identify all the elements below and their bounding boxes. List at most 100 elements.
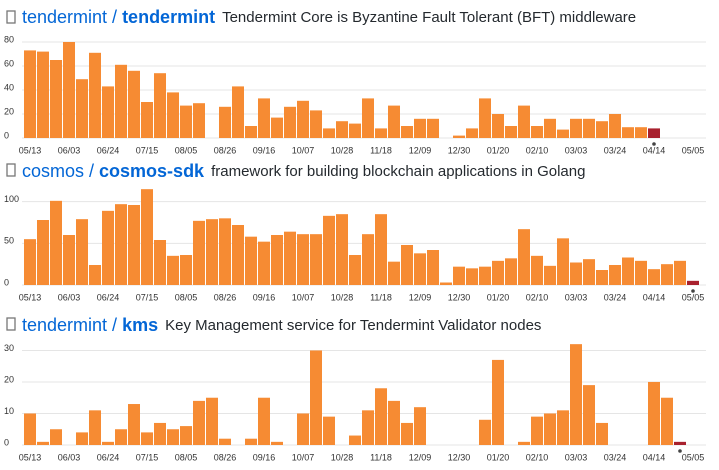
bar [271,235,283,285]
bar [583,118,595,138]
bar [648,381,660,445]
bar [284,106,296,138]
x-tick-label: 12/09 [409,292,432,302]
bar [219,218,231,285]
bar [544,265,556,285]
bar [349,255,361,285]
x-tick-label: 03/03 [565,145,588,155]
chart-header: cosmos / cosmos-sdk framework for building … [22,161,585,181]
bar [661,264,673,285]
x-tick-label: 04/14 [643,452,666,462]
bar [427,250,439,285]
chart: tendermint / kms Key Management service for… [4,315,706,462]
bar [76,219,88,285]
bar [76,432,88,445]
x-tick-label: 01/20 [487,452,510,462]
bar [323,215,335,285]
bar [570,118,582,138]
bar [193,103,205,138]
x-tick-label: 03/03 [565,292,588,302]
bar [245,438,257,445]
current-week-dot [691,289,695,293]
bar [24,413,36,445]
x-tick-label: 12/30 [448,145,471,155]
description: framework for building blockchain applic… [211,163,585,180]
bar [297,413,309,445]
bar [609,114,621,138]
bar [297,234,309,285]
bar [180,255,192,285]
y-tick-label: 40 [4,82,14,92]
bar [596,270,608,285]
bar [440,282,452,285]
bar [115,429,127,445]
bar [518,229,530,285]
description: Tendermint Core is Byzantine Fault Toler… [222,9,636,26]
bar [635,260,647,285]
x-tick-label: 05/05 [682,452,705,462]
bar [167,429,179,445]
separator: / [112,7,117,27]
x-tick-label: 10/07 [292,145,315,155]
bar [414,118,426,138]
bar [505,258,517,285]
x-tick-label: 12/30 [448,452,471,462]
x-tick-label: 09/16 [253,145,276,155]
x-tick-label: 02/10 [526,292,549,302]
bar [388,400,400,445]
y-tick-label: 60 [4,58,14,68]
x-tick-label: 10/07 [292,452,315,462]
bar [128,70,140,138]
y-tick-label: 80 [4,34,14,44]
bar [141,189,153,285]
bar [414,407,426,445]
x-tick-label: 03/24 [604,145,627,155]
bar [375,388,387,445]
x-tick-label: 02/10 [526,145,549,155]
bar [531,126,543,138]
bar [167,255,179,285]
bar [232,86,244,138]
chart-header: tendermint / kms Key Management service for… [22,315,541,335]
x-tick-label: 06/24 [97,145,120,155]
bar [50,60,62,138]
bar [557,238,569,285]
x-tick-label: 02/10 [526,452,549,462]
bar [531,416,543,445]
bar [518,105,530,138]
x-tick-label: 08/05 [175,145,198,155]
x-tick-label: 05/05 [682,292,705,302]
bar [648,128,660,138]
bar [570,344,582,445]
bar [557,410,569,445]
bar [622,127,634,138]
x-tick-label: 07/15 [136,292,159,302]
x-tick-label: 04/14 [643,145,666,155]
owner-link: tendermint [22,315,107,335]
bar [141,102,153,138]
bar [466,268,478,285]
y-tick-label: 0 [4,277,9,287]
x-tick-label: 08/26 [214,452,237,462]
bar [414,253,426,285]
bar [544,413,556,445]
bar [89,52,101,138]
x-tick-label: 07/15 [136,145,159,155]
bar [349,123,361,138]
bar [284,231,296,285]
x-tick-label: 05/13 [19,292,42,302]
bar [232,225,244,285]
bar [115,204,127,285]
description: Key Management service for Tendermint Va… [165,317,541,334]
repo-link: cosmos-sdk [99,161,205,181]
bar [37,51,49,138]
bar [63,42,75,138]
bar [115,64,127,138]
separator: / [89,161,94,181]
bar [206,397,218,445]
bar [661,397,673,445]
x-tick-label: 11/18 [370,452,392,462]
bar [466,128,478,138]
bar [687,280,699,285]
